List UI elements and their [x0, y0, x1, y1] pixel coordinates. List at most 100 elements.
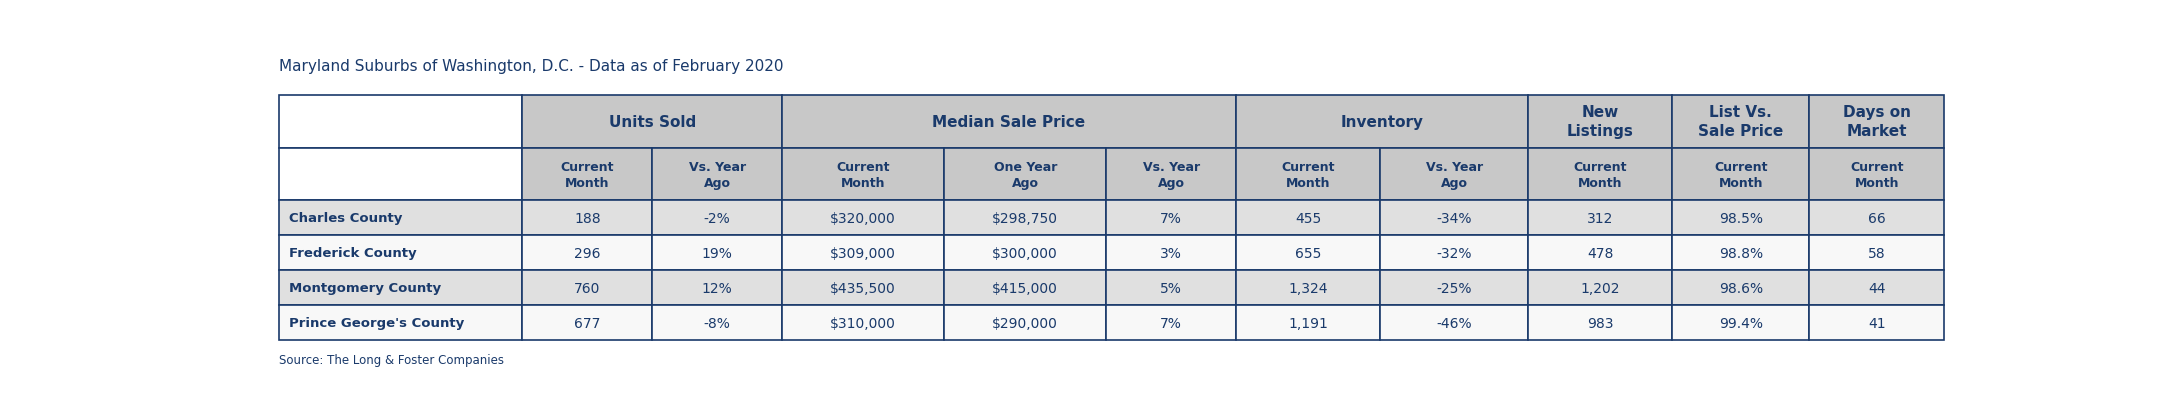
Bar	[522, 148, 652, 201]
Text: -8%: -8%	[704, 316, 730, 330]
Text: Montgomery County: Montgomery County	[290, 282, 442, 295]
Bar	[782, 306, 944, 341]
Bar	[1809, 148, 1945, 201]
Bar	[1107, 236, 1237, 271]
Text: -25%: -25%	[1436, 281, 1473, 295]
Bar	[1527, 148, 1672, 201]
Bar	[782, 96, 1237, 148]
Text: $298,750: $298,750	[992, 211, 1059, 225]
Bar	[1380, 236, 1527, 271]
Bar	[944, 148, 1107, 201]
Text: Frederick County: Frederick County	[290, 247, 416, 260]
Bar	[944, 271, 1107, 306]
Text: 58: 58	[1867, 246, 1887, 260]
Bar	[1380, 306, 1527, 341]
Text: Source: The Long & Foster Companies: Source: The Long & Foster Companies	[279, 353, 505, 366]
Text: $415,000: $415,000	[992, 281, 1059, 295]
Bar	[1527, 271, 1672, 306]
Text: 7%: 7%	[1161, 316, 1183, 330]
Text: Vs. Year
Ago: Vs. Year Ago	[1425, 160, 1484, 189]
Text: Units Sold: Units Sold	[609, 114, 695, 130]
Text: $309,000: $309,000	[830, 246, 897, 260]
Bar	[522, 201, 652, 236]
Text: -46%: -46%	[1436, 316, 1473, 330]
Bar	[1527, 236, 1672, 271]
Bar	[944, 201, 1107, 236]
Text: 98.5%: 98.5%	[1718, 211, 1763, 225]
Text: $300,000: $300,000	[992, 246, 1059, 260]
Text: Prince George's County: Prince George's County	[290, 317, 464, 330]
Bar	[1527, 96, 1672, 148]
Text: Current
Month: Current Month	[836, 160, 890, 189]
Text: $435,500: $435,500	[830, 281, 897, 295]
Text: 98.6%: 98.6%	[1718, 281, 1763, 295]
Text: 7%: 7%	[1161, 211, 1183, 225]
Bar	[1672, 148, 1809, 201]
Bar	[279, 201, 522, 236]
Bar	[522, 96, 782, 148]
Text: One Year
Ago: One Year Ago	[994, 160, 1057, 189]
Bar	[1107, 148, 1237, 201]
Bar	[782, 236, 944, 271]
Text: 760: 760	[574, 281, 600, 295]
Bar	[782, 271, 944, 306]
Text: Current
Month: Current Month	[1282, 160, 1334, 189]
Bar	[782, 201, 944, 236]
Bar	[652, 306, 782, 341]
Text: Current
Month: Current Month	[1713, 160, 1767, 189]
Text: 19%: 19%	[702, 246, 732, 260]
Text: 44: 44	[1867, 281, 1887, 295]
Text: -34%: -34%	[1436, 211, 1473, 225]
Bar	[1672, 236, 1809, 271]
Bar	[1809, 201, 1945, 236]
Bar	[1380, 201, 1527, 236]
Bar	[652, 236, 782, 271]
Bar	[782, 148, 944, 201]
Text: 12%: 12%	[702, 281, 732, 295]
Text: 1,324: 1,324	[1289, 281, 1328, 295]
Bar	[279, 236, 522, 271]
Bar	[1237, 236, 1380, 271]
Bar	[279, 271, 522, 306]
Bar	[1527, 201, 1672, 236]
Bar	[1809, 96, 1945, 148]
Text: Current
Month: Current Month	[561, 160, 615, 189]
Text: 41: 41	[1867, 316, 1887, 330]
Bar	[279, 306, 522, 341]
Text: 296: 296	[574, 246, 600, 260]
Text: Vs. Year
Ago: Vs. Year Ago	[1144, 160, 1200, 189]
Bar	[944, 306, 1107, 341]
Bar	[1672, 96, 1809, 148]
Bar	[1237, 306, 1380, 341]
Text: 188: 188	[574, 211, 600, 225]
Text: Current
Month: Current Month	[1573, 160, 1627, 189]
Text: $310,000: $310,000	[830, 316, 897, 330]
Bar	[1527, 306, 1672, 341]
Text: 5%: 5%	[1161, 281, 1183, 295]
Text: -2%: -2%	[704, 211, 730, 225]
Text: Vs. Year
Ago: Vs. Year Ago	[689, 160, 745, 189]
Text: List Vs.
Sale Price: List Vs. Sale Price	[1698, 105, 1783, 139]
Bar	[1380, 271, 1527, 306]
Bar	[1237, 148, 1380, 201]
Bar	[522, 236, 652, 271]
Text: 3%: 3%	[1161, 246, 1183, 260]
Bar	[1107, 201, 1237, 236]
Bar	[1237, 201, 1380, 236]
Text: 455: 455	[1295, 211, 1321, 225]
Bar	[652, 201, 782, 236]
Bar	[652, 148, 782, 201]
Text: $290,000: $290,000	[992, 316, 1059, 330]
Bar	[279, 96, 522, 148]
Bar	[1809, 271, 1945, 306]
Bar	[522, 271, 652, 306]
Bar	[1672, 306, 1809, 341]
Text: Charles County: Charles County	[290, 212, 403, 225]
Text: New
Listings: New Listings	[1566, 105, 1633, 139]
Bar	[279, 148, 522, 201]
Bar	[1809, 306, 1945, 341]
Text: 66: 66	[1867, 211, 1887, 225]
Text: Current
Month: Current Month	[1850, 160, 1904, 189]
Text: 677: 677	[574, 316, 600, 330]
Text: 1,202: 1,202	[1581, 281, 1620, 295]
